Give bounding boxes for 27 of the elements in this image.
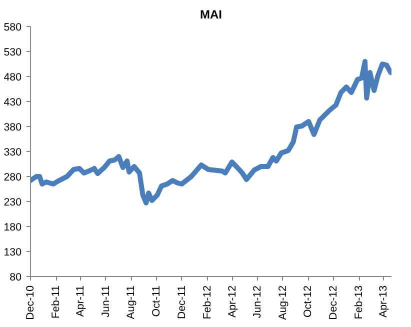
x-tick-label: Jun-12 (252, 285, 264, 318)
x-tick-label: Jun-11 (100, 285, 112, 318)
y-tick-label: 530 (4, 46, 22, 58)
x-tick-label: Feb-12 (201, 285, 214, 320)
y-tick-label: 180 (4, 222, 22, 234)
x-tick-label: Dec-12 (327, 285, 340, 320)
y-tick-label: 580 (4, 22, 22, 34)
y-tick-label: 380 (4, 122, 22, 134)
x-tick-label: Feb-13 (353, 285, 366, 320)
chart-title: MAI (200, 8, 222, 22)
y-tick-label: 330 (4, 146, 22, 158)
y-tick-label: 230 (4, 196, 22, 208)
x-tick-label: Aug-11 (125, 285, 138, 320)
x-tick-label: Oct-12 (302, 285, 314, 318)
y-tick-label: 130 (4, 246, 22, 258)
x-tick-label: Aug-12 (276, 285, 289, 320)
x-tick-label: Oct-11 (150, 285, 162, 317)
x-tick-label: Apr-11 (74, 285, 87, 317)
x-tick-label: Dec-11 (176, 285, 188, 320)
y-tick-label: 430 (4, 96, 22, 108)
x-tick-label: Apr-13 (378, 285, 390, 318)
y-tick-label: 80 (10, 272, 22, 284)
x-tick-label: Dec-10 (24, 285, 36, 320)
x-tick-label: Feb-11 (50, 285, 62, 318)
x-tick-label: Apr-12 (226, 285, 238, 318)
y-tick-label: 280 (4, 172, 22, 184)
y-tick-label: 480 (4, 72, 22, 84)
